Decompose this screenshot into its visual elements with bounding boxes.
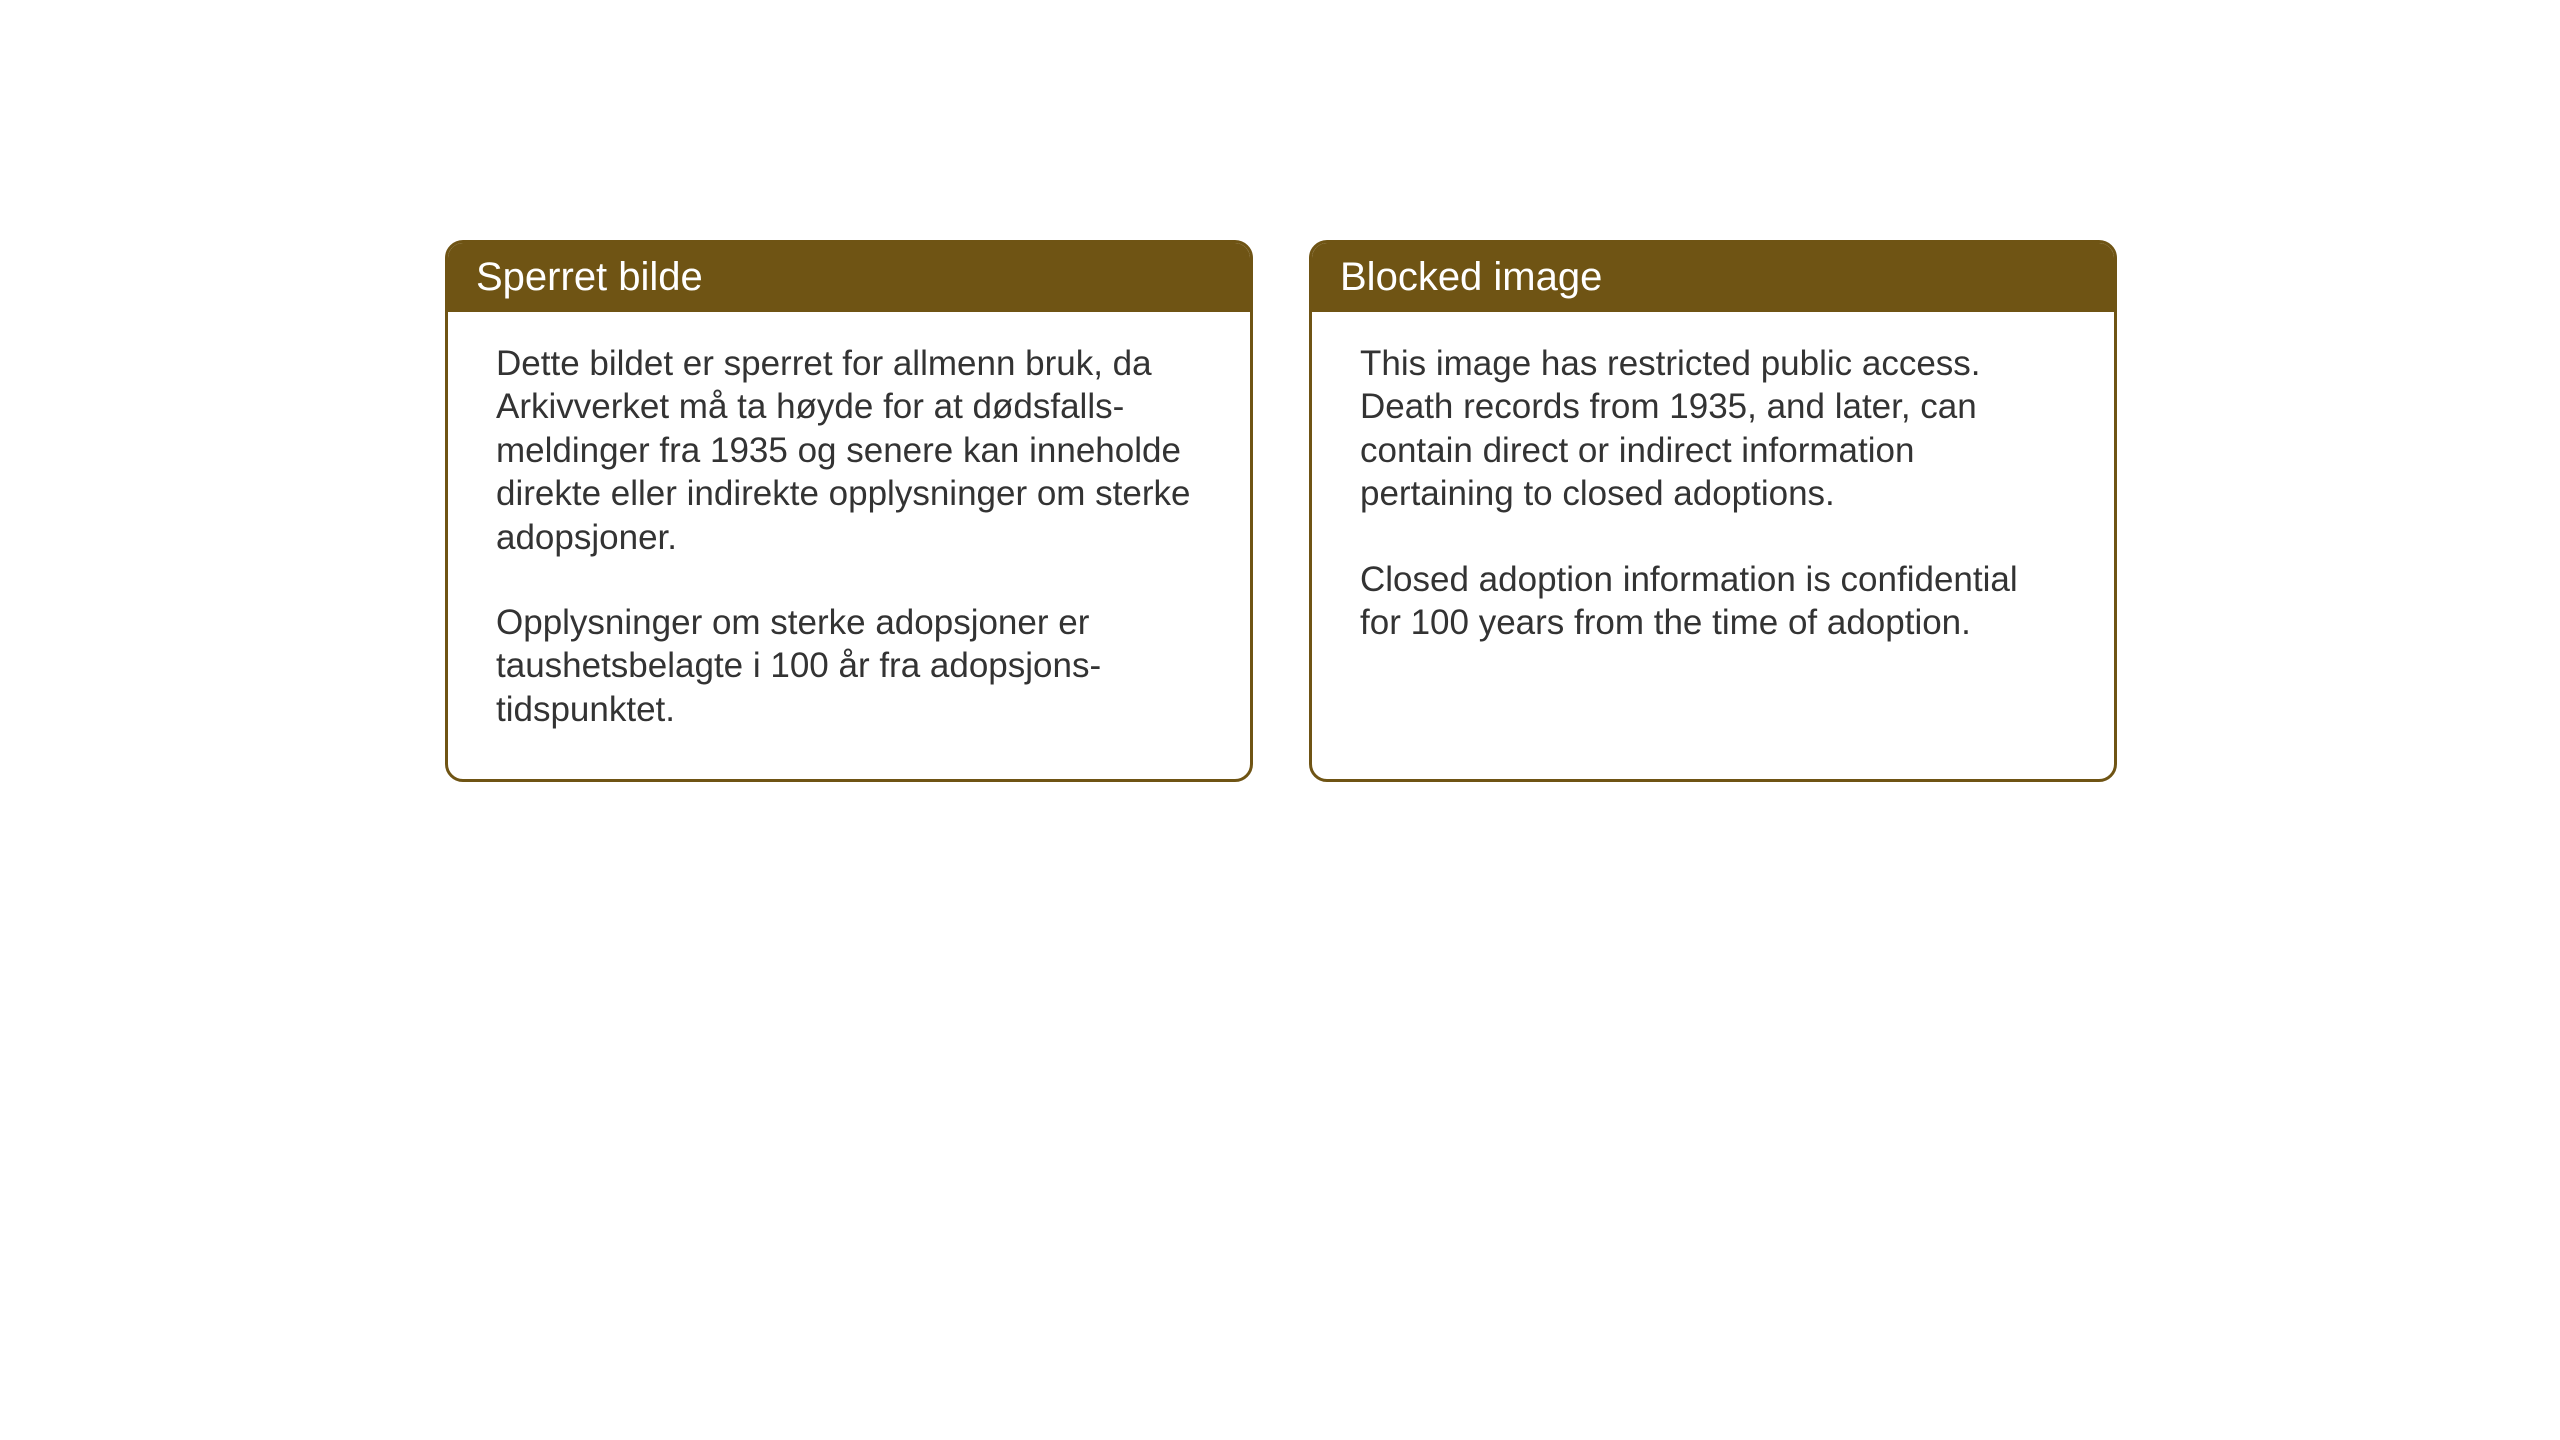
english-paragraph-2: Closed adoption information is confident…	[1360, 558, 2066, 645]
notice-container: Sperret bilde Dette bildet er sperret fo…	[445, 240, 2117, 782]
english-card: Blocked image This image has restricted …	[1309, 240, 2117, 782]
norwegian-card: Sperret bilde Dette bildet er sperret fo…	[445, 240, 1253, 782]
norwegian-card-body: Dette bildet er sperret for allmenn bruk…	[448, 312, 1250, 779]
norwegian-card-header: Sperret bilde	[448, 243, 1250, 312]
norwegian-paragraph-2: Opplysninger om sterke adopsjoner er tau…	[496, 601, 1202, 731]
english-card-header: Blocked image	[1312, 243, 2114, 312]
english-card-title: Blocked image	[1340, 255, 1602, 299]
norwegian-paragraph-1: Dette bildet er sperret for allmenn bruk…	[496, 342, 1202, 559]
english-paragraph-1: This image has restricted public access.…	[1360, 342, 2066, 516]
norwegian-card-title: Sperret bilde	[476, 255, 703, 299]
english-card-body: This image has restricted public access.…	[1312, 312, 2114, 692]
